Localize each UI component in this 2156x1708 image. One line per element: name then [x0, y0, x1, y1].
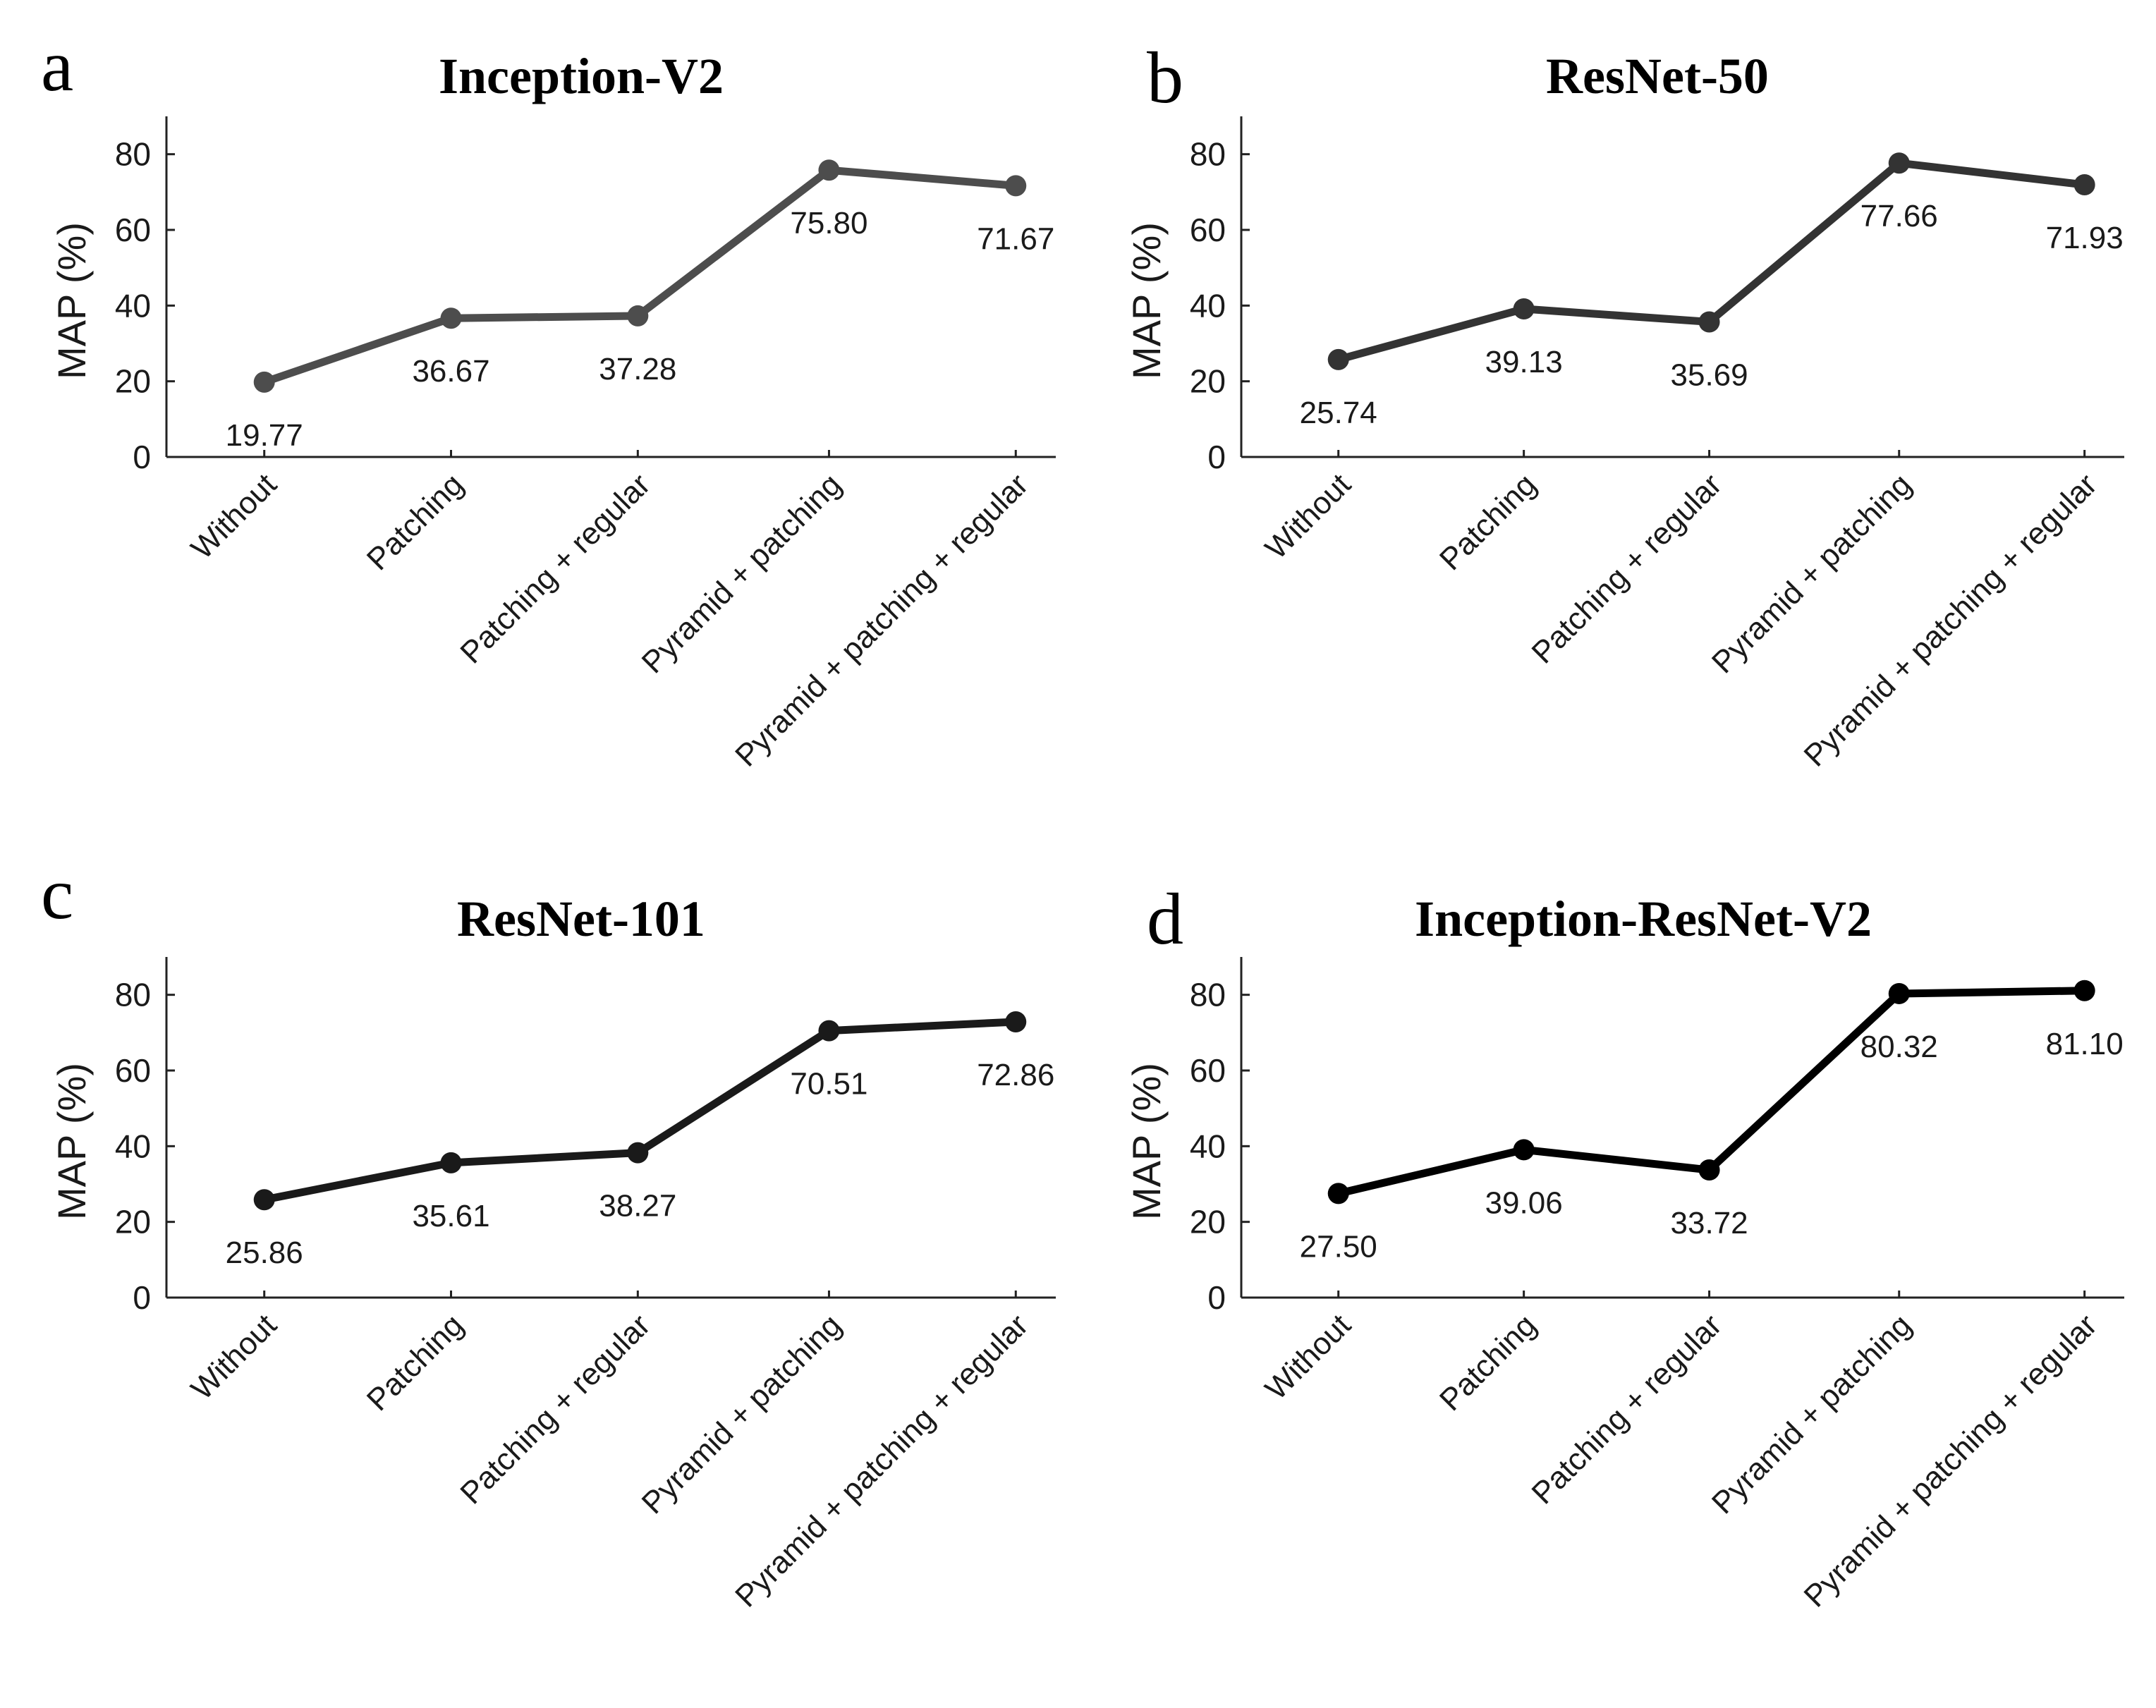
data-label: 35.61 [412, 1199, 489, 1233]
y-tick-label: 80 [115, 136, 151, 173]
data-label: 75.80 [790, 206, 867, 240]
data-point [1888, 982, 1910, 1004]
data-label: 77.66 [1860, 199, 1938, 233]
data-point [253, 1189, 275, 1211]
x-tick-label: Patching + regular [453, 1307, 657, 1511]
data-point [2073, 980, 2095, 1001]
data-label: 25.86 [226, 1236, 303, 1270]
data-point [1698, 1159, 1720, 1181]
data-label: 36.67 [412, 354, 489, 389]
y-tick-label: 40 [115, 1128, 151, 1164]
panel-letter: b [1147, 37, 1183, 118]
x-tick-label: Patching [1433, 1307, 1543, 1417]
panel-title: ResNet-101 [457, 891, 705, 947]
x-tick-label: Without [185, 467, 284, 566]
x-tick-label: Patching [1433, 467, 1543, 577]
y-axis-label: MAP (%) [1124, 222, 1169, 379]
x-tick-label: Patching + regular [453, 467, 657, 670]
data-label: 80.32 [1860, 1030, 1938, 1064]
panel-letter: a [41, 25, 73, 106]
panel-title: Inception-V2 [439, 48, 724, 104]
panel-letter: c [41, 853, 73, 934]
data-point [1513, 298, 1535, 320]
data-point [1513, 1139, 1535, 1161]
y-tick-label: 0 [133, 439, 151, 475]
data-label: 39.13 [1485, 345, 1563, 379]
data-label: 71.67 [977, 221, 1054, 256]
y-tick-label: 60 [115, 1052, 151, 1089]
data-point [1327, 1183, 1349, 1204]
data-point [253, 371, 275, 393]
y-tick-label: 80 [1190, 977, 1226, 1013]
panel-title: ResNet-50 [1546, 48, 1769, 104]
x-tick-label: Pyramid + patching + regular [729, 467, 1035, 773]
data-label: 33.72 [1671, 1206, 1748, 1240]
y-tick-label: 40 [1190, 287, 1226, 324]
y-tick-label: 20 [1190, 363, 1226, 400]
y-tick-label: 0 [1207, 1279, 1226, 1316]
x-tick-label: Pyramid + patching [635, 467, 848, 680]
y-tick-label: 20 [1190, 1204, 1226, 1240]
data-label: 70.51 [790, 1067, 867, 1102]
x-tick-label: Patching + regular [1525, 467, 1729, 670]
y-tick-label: 40 [115, 287, 151, 324]
x-tick-label: Pyramid + patching + regular [1798, 1307, 2104, 1614]
x-tick-label: Pyramid + patching + regular [729, 1307, 1035, 1614]
data-point [1005, 175, 1027, 197]
data-point [627, 305, 649, 327]
data-point [1888, 152, 1910, 174]
panel-letter: d [1147, 879, 1183, 960]
y-tick-label: 60 [1190, 1052, 1226, 1089]
y-tick-label: 0 [1207, 439, 1226, 475]
chart-panel-c: c ResNet-101 0 20 40 60 80 MAP (%) Without Patchi… [41, 853, 1056, 1614]
x-tick-label: Patching [360, 1307, 470, 1417]
y-tick-label: 0 [133, 1279, 151, 1316]
x-tick-label: Patching + regular [1525, 1307, 1729, 1511]
x-tick-label: Pyramid + patching [1705, 1307, 1918, 1520]
data-label: 72.86 [977, 1058, 1054, 1092]
data-point [440, 307, 462, 329]
x-tick-label: Without [185, 1307, 284, 1406]
data-point [818, 1020, 840, 1042]
data-point [2073, 173, 2095, 195]
data-point [1327, 348, 1349, 370]
chart-panel-a: a Inception-V2 0 20 40 60 80 MAP (%) Without Patc… [41, 25, 1056, 774]
data-label: 27.50 [1300, 1229, 1377, 1264]
y-axis-label: MAP (%) [1124, 1063, 1169, 1220]
y-tick-label: 20 [115, 363, 151, 400]
series-line [260, 1018, 1020, 1204]
data-point [1005, 1011, 1027, 1032]
x-tick-label: Pyramid + patching [635, 1307, 848, 1520]
x-tick-label: Without [1259, 467, 1358, 566]
data-label: 25.74 [1300, 396, 1377, 430]
y-tick-label: 40 [1190, 1128, 1226, 1164]
data-point [627, 1142, 649, 1164]
y-tick-label: 60 [115, 212, 151, 248]
data-point [1698, 311, 1720, 333]
y-axis-label: MAP (%) [49, 222, 94, 379]
x-tick-label: Patching [360, 467, 470, 577]
chart-panel-d: d Inception-ResNet-V2 0 20 40 60 80 MAP (%) With… [1124, 879, 2124, 1614]
y-tick-label: 60 [1190, 212, 1226, 248]
y-axis-label: MAP (%) [49, 1063, 94, 1220]
x-tick-label: Pyramid + patching [1705, 467, 1918, 680]
x-tick-label: Pyramid + patching + regular [1798, 467, 2104, 773]
data-label: 35.69 [1671, 358, 1748, 392]
data-label: 37.28 [599, 352, 676, 386]
panel-title: Inception-ResNet-V2 [1415, 891, 1872, 947]
y-tick-label: 20 [115, 1204, 151, 1240]
data-label: 81.10 [2046, 1027, 2124, 1061]
series-line [260, 166, 1020, 386]
data-label: 38.27 [599, 1189, 676, 1224]
x-tick-label: Without [1259, 1307, 1358, 1406]
data-label: 39.06 [1485, 1185, 1563, 1220]
data-label: 19.77 [226, 418, 303, 453]
data-label: 71.93 [2046, 221, 2124, 255]
y-tick-label: 80 [1190, 136, 1226, 173]
data-point [818, 159, 840, 181]
y-tick-label: 80 [115, 977, 151, 1013]
chart-panel-b: b ResNet-50 0 20 40 60 80 MAP (%) Without Patchin… [1124, 37, 2124, 774]
data-point [440, 1152, 462, 1173]
